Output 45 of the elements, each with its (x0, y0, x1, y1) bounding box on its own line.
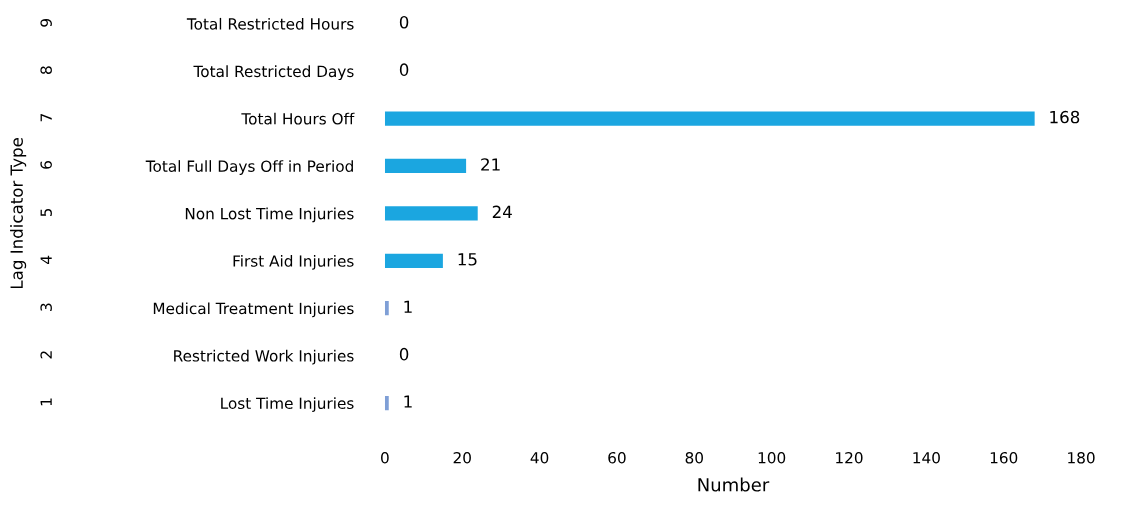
y2-tick-label: 3 (40, 303, 52, 311)
data-label: 168 (1050, 110, 1080, 124)
data-label: 0 (399, 15, 409, 29)
y2-tick-label: 8 (40, 66, 52, 74)
data-label: 0 (399, 63, 409, 76)
y-tick-label: Non Lost Time Injuries (185, 207, 354, 223)
y2-tick-label: 1 (40, 398, 52, 406)
y-tick-label: Lost Time Injuries (221, 397, 354, 412)
bar (384, 206, 478, 221)
x-tick-label: 20 (453, 451, 471, 464)
data-label: 15 (458, 253, 477, 266)
x-tick-label: 120 (836, 451, 863, 464)
x-tick-label: 80 (685, 451, 703, 464)
text: Lag Indicator Type (10, 137, 27, 289)
x-tick-label: 100 (758, 451, 786, 464)
x-axis-title: Number (698, 477, 770, 492)
y-tick-label: Total Full Days Off in Period (145, 160, 353, 175)
x-tick-label: 40 (530, 451, 549, 464)
bar (384, 395, 389, 411)
y2-tick-label: 7 (40, 114, 52, 122)
x-tick-label: 60 (608, 451, 626, 464)
y2-tick-label: 6 (40, 161, 52, 169)
y-tick-label: Total Restricted Days (193, 65, 354, 81)
y-tick-label: Total Restricted Hours (186, 17, 354, 30)
y2-tick-label: 9 (40, 18, 52, 27)
y-tick-label: Medical Treatment Injuries (153, 302, 354, 318)
y2-tick-label: 2 (40, 351, 52, 359)
y2-tick-label: 5 (40, 208, 52, 217)
y-tick-label: Total Hours Off (241, 112, 355, 125)
y-tick-label: First Aid Injuries (233, 254, 354, 270)
bar (384, 111, 1035, 126)
x-tick-label: 160 (990, 451, 1018, 464)
data-label: 24 (492, 205, 512, 218)
data-label: 21 (481, 158, 500, 171)
y-tick-label: Restricted Work Injuries (174, 349, 354, 365)
data-label: 0 (399, 347, 409, 361)
data-label: 1 (404, 395, 412, 408)
bar (384, 158, 467, 174)
x-tick-label: 180 (1068, 451, 1095, 464)
x-tick-label: 0 (381, 451, 389, 464)
bar (384, 253, 443, 268)
x-tick-label: 140 (913, 451, 940, 464)
bar (384, 301, 389, 316)
data-label: 1 (404, 300, 412, 313)
y2-tick-label: 4 (40, 255, 52, 264)
